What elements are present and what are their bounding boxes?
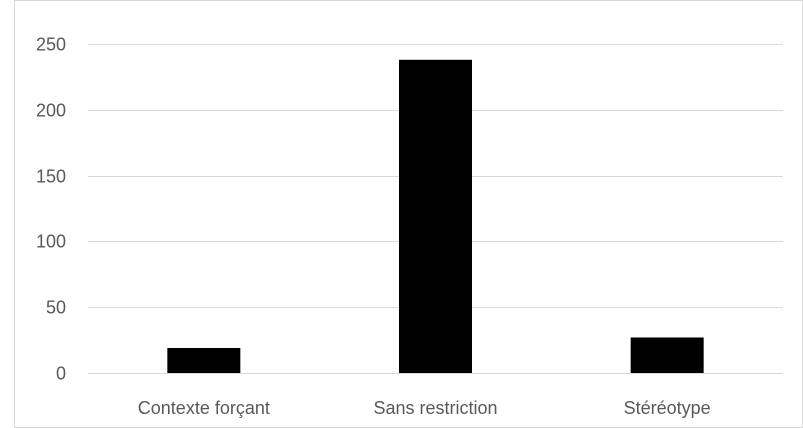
y-tick-label: 100 bbox=[36, 232, 66, 252]
gridlines bbox=[88, 44, 783, 374]
x-category-label: Contexte forçant bbox=[138, 398, 270, 418]
bar bbox=[399, 59, 472, 374]
bar bbox=[630, 337, 704, 373]
bar bbox=[167, 347, 241, 373]
bars bbox=[167, 59, 704, 374]
y-axis-ticks: 0 50 100 150 200 250 bbox=[36, 35, 66, 384]
y-tick-label: 0 bbox=[56, 364, 66, 384]
x-category-label: Sans restriction bbox=[373, 398, 497, 418]
x-category-label: Stéréotype bbox=[624, 398, 711, 418]
y-tick-label: 50 bbox=[46, 298, 66, 318]
y-tick-label: 200 bbox=[36, 101, 66, 121]
y-tick-label: 250 bbox=[36, 35, 66, 55]
x-axis-categories: Contexte forçant Sans restriction Stéréoty… bbox=[138, 398, 711, 418]
y-tick-label: 150 bbox=[36, 167, 66, 187]
